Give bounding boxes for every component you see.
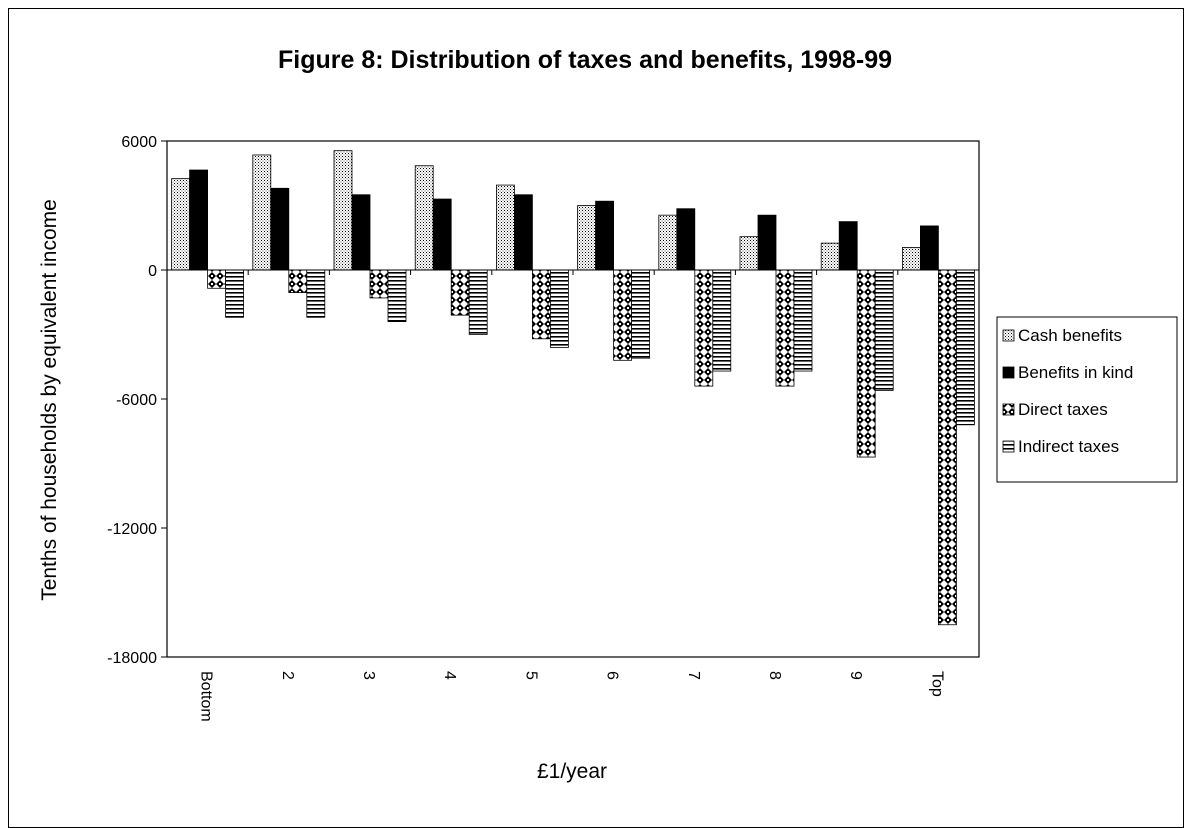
x-tick-label: 9 bbox=[847, 671, 864, 680]
x-axis: Bottom 2 3 4 5 6 7 8 9 Top bbox=[198, 270, 945, 722]
bar-cash-benefits-7 bbox=[658, 214, 678, 271]
bar-indirect-taxes-2 bbox=[306, 269, 326, 318]
legend-label-indirect-taxes: Indirect taxes bbox=[1018, 437, 1119, 456]
y-axis-label: Tenths of households by equivalent incom… bbox=[38, 199, 61, 601]
bar-benefits-in-kind-3 bbox=[351, 194, 371, 271]
x-tick-label: Top bbox=[928, 671, 945, 697]
bar-direct-taxes-9 bbox=[856, 269, 876, 458]
x-tick-label: 8 bbox=[766, 671, 783, 680]
bar-indirect-taxes-bottom bbox=[225, 269, 245, 318]
y-axis: 6000 0 -6000 -12000 -18000 bbox=[107, 134, 167, 667]
bar-benefits-in-kind-7 bbox=[676, 208, 696, 271]
legend: Cash benefits Benefits in kind Direct taxe… bbox=[996, 316, 1178, 483]
legend-swatch-cash-benefits bbox=[1002, 329, 1015, 342]
bar-indirect-taxes-top bbox=[956, 269, 975, 426]
bar-cash-benefits-9 bbox=[820, 242, 840, 271]
bar-indirect-taxes-3 bbox=[387, 269, 407, 322]
bar-direct-taxes-4 bbox=[450, 269, 470, 316]
legend-swatch-benefits-in-kind bbox=[1002, 366, 1015, 379]
legend-label-cash-benefits: Cash benefits bbox=[1018, 326, 1122, 345]
x-tick-label: 5 bbox=[522, 671, 539, 680]
bar-direct-taxes-8 bbox=[775, 269, 795, 387]
y-tick-label: 0 bbox=[148, 263, 157, 280]
legend-label-direct-taxes: Direct taxes bbox=[1018, 400, 1108, 419]
bar-benefits-in-kind-5 bbox=[514, 194, 533, 271]
x-tick-label: 3 bbox=[360, 671, 377, 680]
x-tick-label: 2 bbox=[279, 671, 296, 680]
bar-direct-taxes-3 bbox=[369, 269, 389, 299]
x-tick-label: 6 bbox=[604, 671, 621, 680]
chart-title: Figure 8: Distribution of taxes and bene… bbox=[278, 46, 892, 74]
bar-benefits-in-kind-2 bbox=[270, 187, 290, 271]
y-tick-label: -12000 bbox=[107, 521, 157, 538]
bar-benefits-in-kind-6 bbox=[595, 200, 614, 271]
x-axis-label: £1/year bbox=[537, 760, 607, 783]
y-tick-label: 6000 bbox=[121, 134, 157, 151]
bar-direct-taxes-7 bbox=[694, 269, 714, 387]
bar-benefits-in-kind-4 bbox=[432, 198, 452, 271]
bar-indirect-taxes-8 bbox=[793, 269, 813, 372]
bar-benefits-in-kind-bottom bbox=[189, 169, 209, 271]
bar-cash-benefits-3 bbox=[333, 150, 353, 271]
legend-items: Cash benefits Benefits in kind Direct taxe… bbox=[1002, 326, 1133, 456]
bar-benefits-in-kind-8 bbox=[757, 214, 777, 271]
bar-direct-taxes-top bbox=[938, 269, 957, 626]
y-tick-label: -6000 bbox=[116, 392, 157, 409]
bars-layer bbox=[171, 150, 975, 626]
x-tick-label: 7 bbox=[685, 671, 702, 680]
x-tick-label: 4 bbox=[441, 671, 458, 680]
bar-direct-taxes-2 bbox=[288, 269, 308, 293]
y-tick-label: -18000 bbox=[107, 650, 157, 667]
x-tick-label: Bottom bbox=[198, 671, 215, 722]
legend-swatch-direct-taxes bbox=[1002, 403, 1015, 416]
bar-indirect-taxes-6 bbox=[631, 269, 650, 359]
legend-swatch-indirect-taxes bbox=[1002, 440, 1015, 453]
bar-benefits-in-kind-top bbox=[920, 225, 939, 271]
bar-indirect-taxes-7 bbox=[712, 269, 732, 372]
bar-direct-taxes-5 bbox=[532, 269, 551, 340]
bar-cash-benefits-8 bbox=[739, 236, 759, 271]
bar-direct-taxes-bottom bbox=[207, 269, 227, 289]
legend-box bbox=[996, 316, 1178, 483]
bar-indirect-taxes-4 bbox=[468, 269, 488, 335]
bar-indirect-taxes-5 bbox=[550, 269, 569, 348]
bar-cash-benefits-6 bbox=[577, 205, 596, 271]
bar-indirect-taxes-9 bbox=[874, 269, 894, 391]
bar-cash-benefits-top bbox=[902, 247, 921, 271]
bar-direct-taxes-6 bbox=[613, 269, 632, 361]
bar-benefits-in-kind-9 bbox=[838, 221, 858, 271]
legend-label-benefits-in-kind: Benefits in kind bbox=[1018, 363, 1133, 382]
bar-cash-benefits-2 bbox=[252, 154, 272, 271]
bar-cash-benefits-5 bbox=[495, 184, 515, 271]
bar-cash-benefits-4 bbox=[414, 165, 434, 271]
bar-cash-benefits-bottom bbox=[171, 178, 191, 271]
